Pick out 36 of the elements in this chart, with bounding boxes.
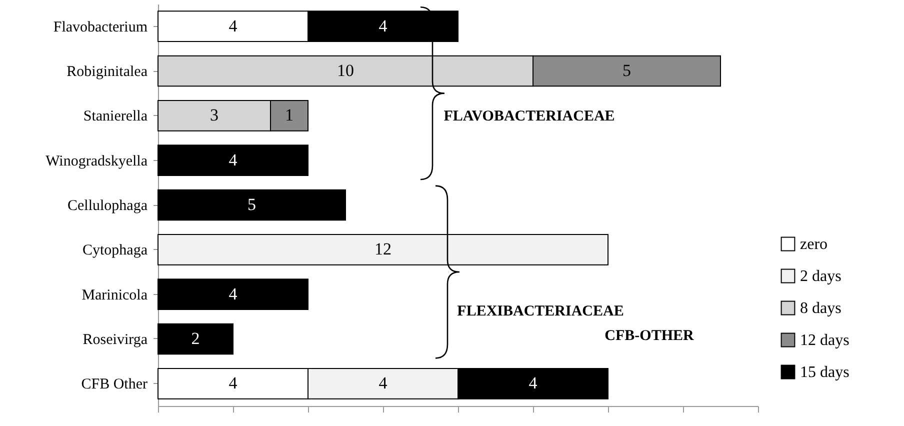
annotation: CFB-OTHER <box>604 328 694 344</box>
bar <box>158 234 608 266</box>
legend-label: 15 days <box>800 364 850 381</box>
data-label: 4 <box>528 374 538 393</box>
data-label: 4 <box>228 150 238 170</box>
data-label: 4 <box>228 16 238 36</box>
data-label: 5 <box>622 61 631 80</box>
bar <box>158 278 308 310</box>
y-tick-label: Flavobacterium <box>53 19 148 36</box>
y-tick-label: Roseivirga <box>82 332 148 348</box>
annotation: FLAVOBACTERIACEAE <box>444 108 615 125</box>
y-tick-label: Marinicola <box>82 287 148 304</box>
legend-label: 2 days <box>800 268 842 285</box>
data-label: 4 <box>378 374 388 393</box>
data-label: 12 <box>374 240 392 259</box>
bar <box>158 144 308 176</box>
annotation: FLEXIBACTERIACEAE <box>457 303 624 320</box>
data-label: 5 <box>248 195 256 214</box>
y-tick-label: Stanierella <box>83 108 148 125</box>
legend-label: 12 days <box>800 332 850 349</box>
data-label: 4 <box>228 284 238 304</box>
data-label: 4 <box>378 16 388 36</box>
legend-label: 8 days <box>800 300 842 317</box>
data-label: 1 <box>285 106 294 125</box>
data-label: 4 <box>228 374 238 393</box>
y-tick-label: Cytophaga <box>82 242 148 259</box>
y-tick-label: Robiginitalea <box>66 64 148 80</box>
y-tick-label: CFB Other <box>81 376 148 393</box>
y-tick-label: Winogradskyella <box>46 153 148 170</box>
legend-label: zero <box>800 236 828 253</box>
data-label: 2 <box>191 329 200 348</box>
y-tick-label: Cellulophaga <box>68 198 148 214</box>
data-label: 3 <box>210 106 218 125</box>
bar <box>158 323 234 355</box>
bar <box>158 189 346 221</box>
data-label: 10 <box>337 61 354 80</box>
